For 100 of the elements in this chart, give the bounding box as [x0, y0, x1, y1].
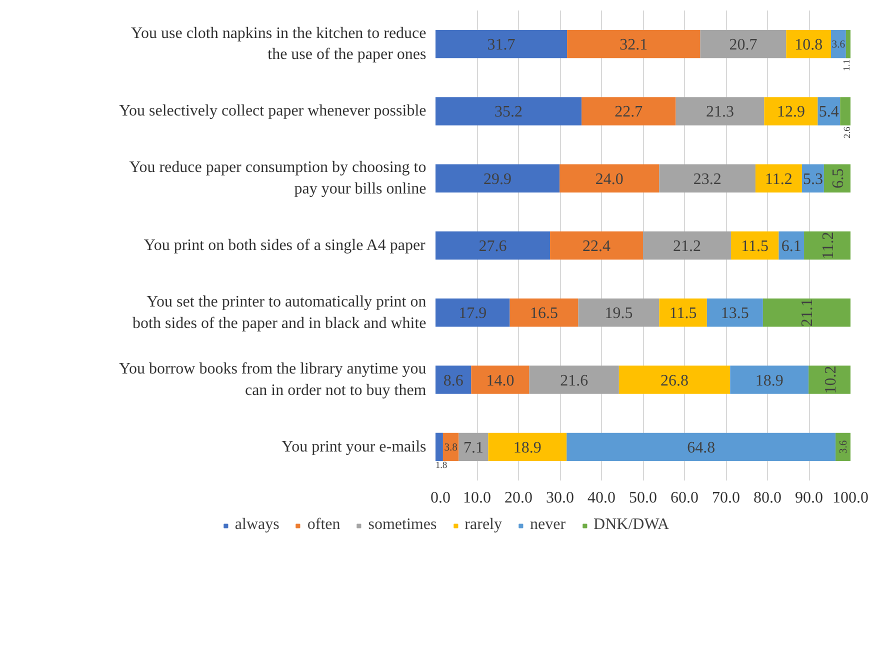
bar: [436, 366, 472, 394]
data-label: 20.7: [729, 36, 758, 54]
data-label: 11.5: [741, 238, 769, 255]
x-tick-label: 90.0: [795, 490, 823, 506]
y-tick-label: You reduce paper consumption by choosing to pay your bills online: [129, 159, 426, 198]
data-label: 1.1: [842, 59, 852, 72]
bar: [700, 30, 786, 58]
bar: [436, 432, 443, 462]
bar: [436, 97, 582, 126]
bar: [808, 366, 850, 394]
bar: [840, 97, 850, 126]
y-tick-label: You print on both sides of a single A4 paper: [144, 237, 426, 254]
data-label: 32.1: [620, 36, 648, 54]
bar: [560, 164, 660, 192]
bar: [436, 231, 550, 260]
data-label: 3.6: [832, 40, 846, 51]
data-label: 18.9: [513, 439, 542, 456]
data-label: 21.2: [672, 238, 701, 255]
bar: [436, 30, 568, 58]
bar: [458, 432, 488, 462]
data-label: 19.5: [604, 305, 633, 322]
data-label: 31.7: [487, 36, 516, 54]
bar: [529, 366, 619, 394]
data-label: 11.5: [669, 305, 697, 322]
bar: [676, 97, 764, 126]
data-label: 10.2: [822, 366, 840, 394]
x-tick-label: 50.0: [629, 490, 657, 506]
data-label: 22.7: [614, 104, 643, 121]
legend-label: never: [530, 516, 566, 534]
data-label: 14.0: [486, 372, 514, 390]
data-label: 17.9: [458, 305, 487, 322]
y-tick-label: You use cloth napkins in the kitchen to reduce the use of the paper ones: [131, 24, 426, 64]
legend-label: always: [234, 516, 280, 534]
y-tick-label: You print your e-mails: [282, 438, 426, 456]
bar: [659, 164, 756, 192]
x-tick-label: 30.0: [546, 490, 574, 506]
legend-label: often: [307, 516, 340, 534]
bar: [436, 298, 510, 327]
bar: [730, 366, 809, 394]
bar: [659, 298, 707, 327]
data-label: 6.1: [781, 238, 802, 255]
data-label: 7.1: [463, 439, 484, 456]
data-label: 13.5: [720, 305, 749, 322]
data-label: 21.1: [799, 298, 816, 327]
x-tick-label: 40.0: [588, 490, 616, 506]
data-label: 5.3: [802, 170, 823, 188]
x-tick-label: 60.0: [670, 490, 698, 506]
x-tick-label: 100.0: [832, 490, 868, 506]
data-label: 24.0: [595, 170, 624, 188]
data-label: 22.4: [582, 238, 611, 255]
bar: [550, 231, 643, 260]
bar: [582, 97, 676, 126]
data-label: 29.9: [484, 170, 512, 188]
data-label: 11.2: [820, 232, 837, 260]
legend-label: sometimes: [368, 516, 437, 534]
data-label: 23.2: [693, 170, 722, 188]
data-label: 6.5: [830, 168, 847, 188]
bar: [755, 164, 802, 192]
bar: [764, 97, 818, 126]
data-label: 21.6: [560, 372, 588, 390]
bar: [578, 298, 660, 327]
bar: [786, 30, 831, 58]
legend-label: rarely: [464, 516, 502, 534]
y-tick-label: You set the printer to automatically print on both sides of the paper and in black and white: [132, 294, 426, 332]
data-label: 8.6: [443, 372, 464, 390]
y-tick-label: You borrow books from the library anytime you can in order not to buy them: [119, 360, 427, 399]
data-label: 21.3: [706, 104, 734, 121]
bar: [804, 231, 850, 260]
bar: [566, 432, 836, 462]
data-label: 10.8: [794, 36, 823, 54]
data-label: 1.8: [436, 461, 448, 472]
x-tick-label: 10.0: [463, 490, 491, 506]
y-tick-label: You selectively collect paper whenever possible: [119, 102, 426, 120]
data-label: 3.8: [444, 442, 458, 454]
legend-label: DNK/DWA: [594, 516, 670, 534]
data-label: 12.9: [776, 104, 805, 121]
x-tick-label: 0.0: [430, 490, 450, 506]
bar: [510, 298, 578, 327]
bar: [846, 30, 850, 58]
data-label: 26.8: [660, 372, 689, 390]
data-label: 16.5: [530, 305, 558, 322]
bar: [706, 298, 763, 327]
bar: [762, 298, 850, 327]
data-label: 3.6: [838, 440, 850, 454]
bar: [618, 366, 730, 394]
x-tick-label: 20.0: [504, 490, 532, 506]
data-label: 64.8: [687, 439, 716, 456]
bar: [730, 231, 779, 260]
data-label: 11.2: [765, 170, 792, 188]
data-label: 35.2: [494, 104, 523, 121]
bar: [488, 432, 567, 462]
bar: [471, 366, 530, 394]
data-label: 27.6: [478, 238, 507, 255]
data-label: 18.9: [755, 372, 784, 390]
x-tick-label: 80.0: [754, 490, 782, 506]
bar: [643, 231, 731, 260]
bar: [567, 30, 700, 58]
x-tick-label: 70.0: [712, 490, 740, 506]
bar: [436, 164, 560, 192]
data-label: 2.6: [842, 126, 853, 138]
